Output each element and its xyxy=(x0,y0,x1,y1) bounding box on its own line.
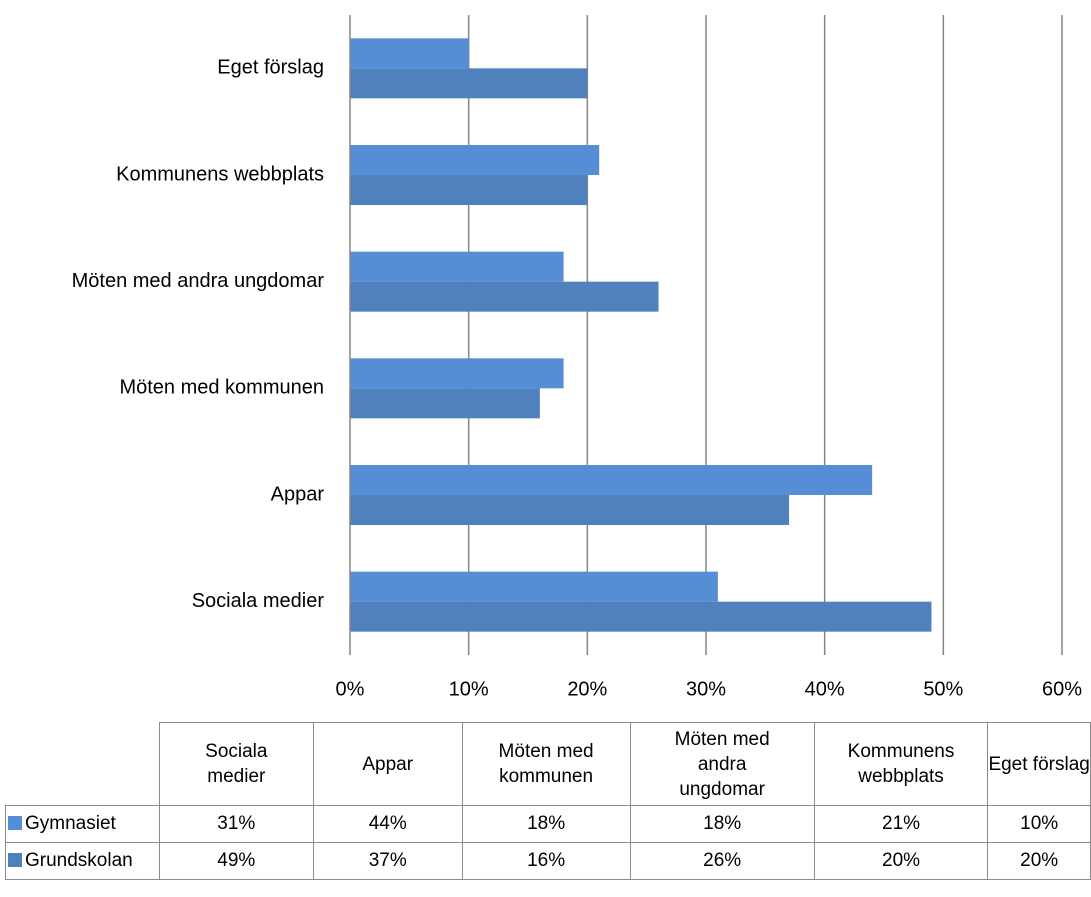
table-cell: 44% xyxy=(312,805,463,843)
table-row: Grundskolan 49% 37% 16% 26% 20% 20% xyxy=(5,842,1091,880)
y-tick-label: Möten med andra ungdomar xyxy=(72,270,325,292)
table-cell: 21% xyxy=(813,805,989,843)
y-tick-label: Kommunens webbplats xyxy=(116,163,324,185)
x-tick-label: 40% xyxy=(805,678,845,700)
legend-label: Gymnasiet xyxy=(25,813,116,834)
y-tick-label: Möten med kommunen xyxy=(119,377,324,399)
x-tick-label: 60% xyxy=(1042,678,1082,700)
legend-swatch xyxy=(8,816,22,830)
column-header: Möten med andra ungdomar xyxy=(629,722,815,806)
table-cell: 49% xyxy=(158,842,314,880)
bar xyxy=(350,251,564,282)
table-cell: 16% xyxy=(461,842,631,880)
bar xyxy=(350,145,600,175)
row-header: Gymnasiet xyxy=(5,805,160,843)
y-tick-label: Sociala medier xyxy=(192,590,325,612)
bar xyxy=(350,571,718,602)
bar xyxy=(350,388,540,419)
column-header: Appar xyxy=(312,722,463,806)
row-header: Grundskolan xyxy=(5,842,160,880)
table-cell: 18% xyxy=(629,805,815,843)
table-header-row: Sociala medier Appar Möten med kommunen Möt… xyxy=(5,722,1091,806)
column-header: Sociala medier xyxy=(158,722,314,806)
table-cell: 10% xyxy=(987,805,1091,843)
x-tick-label: 30% xyxy=(686,678,726,700)
table-cell: 20% xyxy=(987,842,1091,880)
x-tick-label: 50% xyxy=(923,678,963,700)
table-corner xyxy=(5,722,160,806)
bar xyxy=(350,465,873,495)
bar xyxy=(350,495,790,525)
column-header: Möten med kommunen xyxy=(461,722,631,806)
legend-label: Grundskolan xyxy=(25,850,133,871)
bar xyxy=(350,358,564,389)
bar xyxy=(350,601,932,632)
y-tick-label: Appar xyxy=(271,483,325,505)
x-tick-label: 10% xyxy=(449,678,489,700)
x-tick-label: 20% xyxy=(567,678,607,700)
column-header: Eget förslag xyxy=(987,722,1091,806)
data-table: Sociala medier Appar Möten med kommunen Möt… xyxy=(5,722,1091,880)
x-tick-label: 0% xyxy=(336,678,365,700)
table-cell: 26% xyxy=(629,842,815,880)
table-cell: 31% xyxy=(158,805,314,843)
bar xyxy=(350,38,469,69)
legend-swatch xyxy=(8,853,22,867)
table-cell: 20% xyxy=(813,842,989,880)
bar xyxy=(350,281,659,312)
table-row: Gymnasiet 31% 44% 18% 18% 21% 10% xyxy=(5,805,1091,843)
column-header: Kommunens webbplats xyxy=(813,722,989,806)
table-cell: 37% xyxy=(312,842,463,880)
bar xyxy=(350,68,588,99)
table-cell: 18% xyxy=(461,805,631,843)
y-tick-label: Eget förslag xyxy=(217,57,324,79)
bar xyxy=(350,175,588,205)
chart: 0% 10% 20% 30% 40% 50% 60% Sociala medier Appar M… xyxy=(72,15,1082,700)
